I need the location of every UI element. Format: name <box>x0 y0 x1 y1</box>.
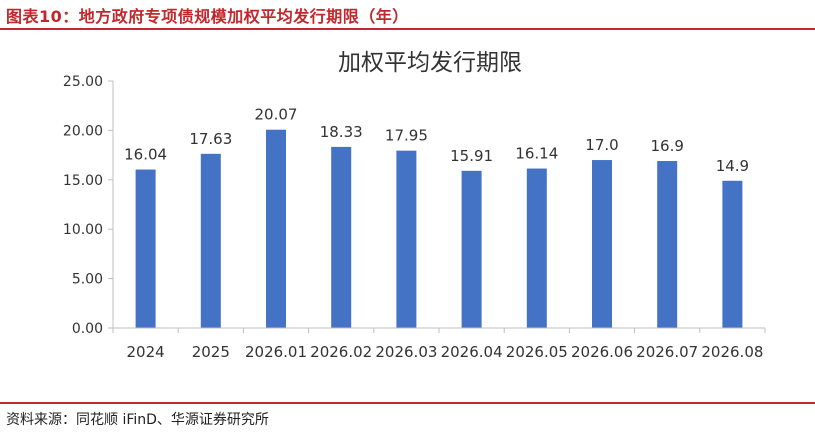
bar <box>396 150 417 328</box>
x-tick-label: 2026.05 <box>506 343 568 361</box>
figure-source: 资料来源：同花顺 iFinD、华源证券研究所 <box>6 412 269 428</box>
y-tick-label: 0.00 <box>72 321 103 337</box>
data-label: 20.07 <box>255 106 298 124</box>
data-label: 17.0 <box>585 136 618 154</box>
bar <box>461 170 482 328</box>
bottom-rule <box>0 402 815 404</box>
bar-chart: 加权平均发行期限 0.00 5.00 10.00 15.00 20.00 25.00 16… <box>63 50 766 361</box>
y-tick-label: 20.00 <box>63 123 103 139</box>
x-tick-label: 2026.03 <box>375 343 437 361</box>
x-tick-label: 2026.07 <box>636 343 698 361</box>
bar <box>592 160 612 328</box>
bar <box>657 161 678 328</box>
y-tick-label: 10.00 <box>63 222 103 238</box>
chart-title: 加权平均发行期限 <box>338 50 522 76</box>
y-tick-label: 25.00 <box>63 74 103 90</box>
figure-title: 图表10：地方政府专项债规模加权平均发行期限（年） <box>6 7 409 26</box>
bar <box>526 168 547 328</box>
x-tick-label: 2026.06 <box>571 343 633 361</box>
data-label: 16.04 <box>124 146 167 164</box>
x-tick-label: 2025 <box>192 343 230 361</box>
bar <box>266 129 286 328</box>
x-tick-label: 2026.04 <box>441 343 503 361</box>
y-tick-label: 15.00 <box>63 173 103 189</box>
x-tick-label: 2026.01 <box>245 343 307 361</box>
bar <box>135 169 156 328</box>
bars: 16.04 17.63 20.07 18.33 17.95 15.91 16.14 17.0 1… <box>124 106 749 328</box>
top-rule <box>0 28 815 30</box>
data-label: 14.9 <box>716 157 749 175</box>
x-tick-label: 2026.02 <box>310 343 372 361</box>
x-tick-label: 2026.08 <box>701 343 763 361</box>
x-axis: 2024 2025 2026.01 2026.02 2026.03 2026.04 2026… <box>112 327 766 361</box>
data-label: 18.33 <box>320 123 363 141</box>
y-axis: 0.00 5.00 10.00 15.00 20.00 25.00 <box>63 74 114 337</box>
x-tick-label: 2024 <box>127 343 165 361</box>
data-label: 17.95 <box>385 127 428 145</box>
y-tick-label: 5.00 <box>72 272 103 288</box>
data-label: 16.14 <box>515 145 558 163</box>
bar <box>331 146 352 328</box>
bar <box>200 153 221 328</box>
data-label: 15.91 <box>450 147 493 165</box>
data-label: 17.63 <box>189 130 232 148</box>
bar <box>722 180 743 328</box>
data-label: 16.9 <box>650 137 683 155</box>
